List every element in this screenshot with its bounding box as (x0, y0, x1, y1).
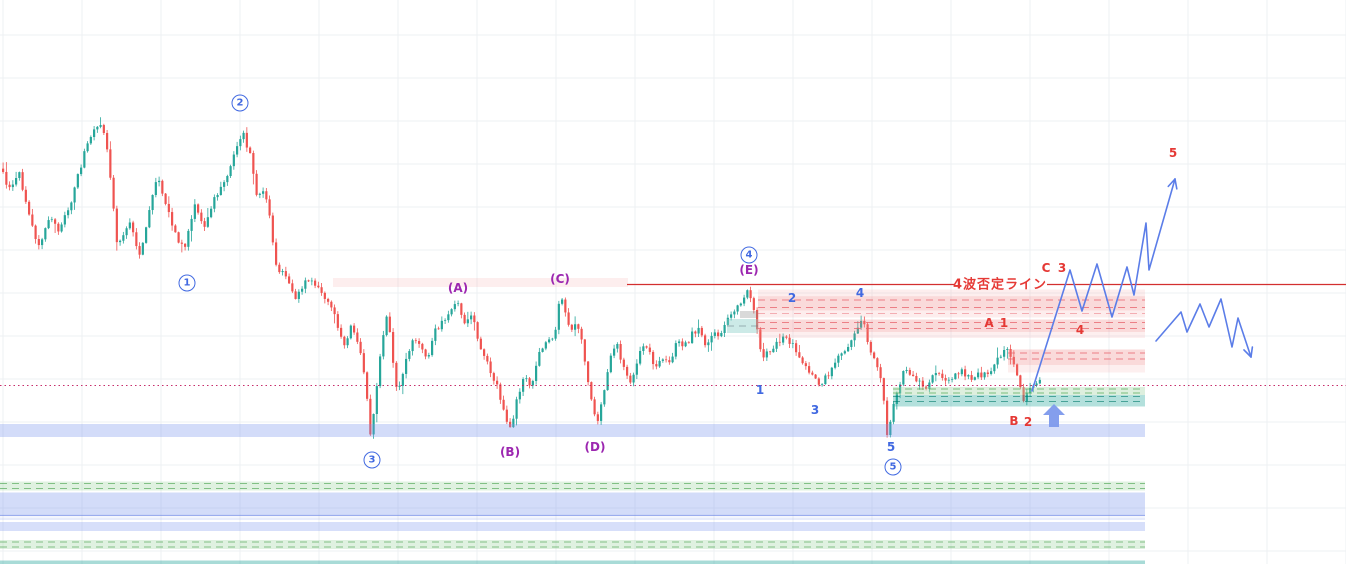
lower-blue-band-wide (0, 492, 1145, 516)
subwave-number-3[interactable]: 3 (810, 403, 820, 417)
wave-letter-b[interactable]: (B) (499, 445, 521, 459)
wave-circle-3[interactable]: 3 (363, 451, 381, 469)
wave-circle-5[interactable]: 5 (884, 458, 902, 476)
wave-letter-a[interactable]: (A) (447, 281, 469, 295)
subwave-number-5[interactable]: 5 (886, 440, 896, 454)
invalidation-line-label[interactable]: 4波否定ライン (952, 277, 1048, 292)
projection-label-5[interactable]: 5 (1168, 146, 1178, 160)
projection-label-1[interactable]: 1 (999, 316, 1009, 330)
bottom-teal-strip (0, 560, 1145, 564)
demand-zone-lower (893, 395, 1145, 407)
candles-layer (2, 117, 1041, 439)
wave-letter-e[interactable]: (E) (739, 263, 759, 277)
wave-circle-1[interactable]: 1 (178, 274, 196, 292)
projection-label-4[interactable]: 4 (1075, 323, 1085, 337)
supply-band-1-halo (758, 310, 1145, 318)
subwave-number-2[interactable]: 2 (787, 291, 797, 305)
lower-blue-line (0, 517, 1145, 520)
resistance-wash-right (758, 289, 1145, 297)
supply-band-3-halo (1008, 365, 1145, 373)
wave-circle-4[interactable]: 4 (740, 246, 758, 264)
supply-band-2 (758, 319, 1145, 332)
wave-circle-2[interactable]: 2 (231, 94, 249, 112)
projection-label-b[interactable]: B (1009, 414, 1019, 428)
levels-layer (0, 283, 1346, 387)
projection-label-a[interactable]: A (984, 316, 994, 330)
arrow-marker-layer (1043, 404, 1065, 427)
projection-label-3[interactable]: 3 (1057, 261, 1067, 275)
projection-label-c[interactable]: C (1041, 261, 1051, 275)
support-band-blue (0, 424, 1145, 437)
subwave-number-4[interactable]: 4 (855, 286, 865, 300)
wave-letter-d[interactable]: (D) (584, 440, 606, 454)
bullish-wave-projection[interactable] (1031, 178, 1176, 392)
supply-band-3 (1008, 349, 1145, 365)
zones-layer (0, 278, 1145, 564)
supply-band-2-halo (758, 332, 1145, 338)
projection-label-2[interactable]: 2 (1023, 415, 1033, 429)
subwave-number-1[interactable]: 1 (755, 383, 765, 397)
up-arrow-icon[interactable] (1043, 404, 1065, 427)
projections-layer (1031, 178, 1254, 392)
gray-zone (740, 311, 758, 318)
resistance-wash-left (333, 278, 628, 287)
bearish-alt-projection[interactable] (1155, 298, 1252, 358)
demand-zone-upper (893, 387, 1145, 395)
lower-blue-band-thin (0, 522, 1145, 531)
lower-green-band-1 (0, 481, 1145, 491)
supply-band-1 (758, 296, 1145, 311)
lower-green-band-2 (0, 540, 1145, 549)
wave-letter-c[interactable]: (C) (550, 272, 570, 286)
